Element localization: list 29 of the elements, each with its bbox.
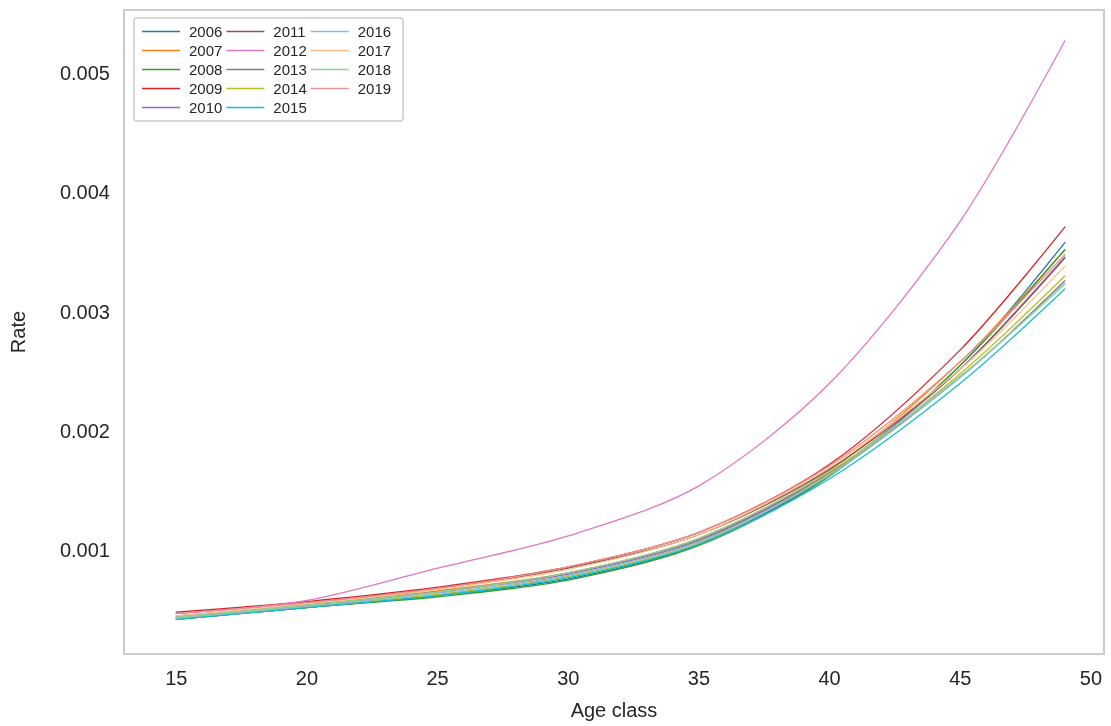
x-tick-label: 35 xyxy=(687,667,711,689)
legend-label: 2006 xyxy=(189,23,223,40)
legend-label: 2007 xyxy=(189,42,223,59)
legend-label: 2018 xyxy=(357,61,392,78)
y-tick-label: 0.004 xyxy=(59,181,110,204)
legend-label: 2013 xyxy=(273,61,307,78)
x-tick-label: 50 xyxy=(1079,667,1103,689)
y-axis-title: Rate xyxy=(7,310,29,354)
y-tick-label: 0.002 xyxy=(59,419,110,442)
x-axis-title: Age class xyxy=(570,699,658,721)
legend-label: 2008 xyxy=(189,61,223,78)
x-tick-label: 20 xyxy=(295,667,319,689)
legend-label: 2014 xyxy=(273,80,307,97)
legend-label: 2016 xyxy=(357,23,392,40)
x-tick-label: 15 xyxy=(165,667,188,689)
x-tick-label: 40 xyxy=(818,667,841,689)
legend-label: 2015 xyxy=(273,99,307,116)
legend-label: 2017 xyxy=(357,42,392,59)
legend-label: 2009 xyxy=(189,80,223,97)
x-tick-label: 25 xyxy=(426,667,449,689)
y-tick-label: 0.001 xyxy=(59,539,110,562)
y-tick-label: 0.003 xyxy=(59,300,110,323)
legend-label: 2012 xyxy=(273,42,307,59)
x-tick-label: 45 xyxy=(949,667,972,689)
legend-label: 2011 xyxy=(273,23,306,40)
y-tick-label: 0.005 xyxy=(59,62,110,85)
legend-label: 2010 xyxy=(189,99,223,116)
legend-label: 2019 xyxy=(357,80,392,97)
x-tick-label: 30 xyxy=(557,667,580,689)
